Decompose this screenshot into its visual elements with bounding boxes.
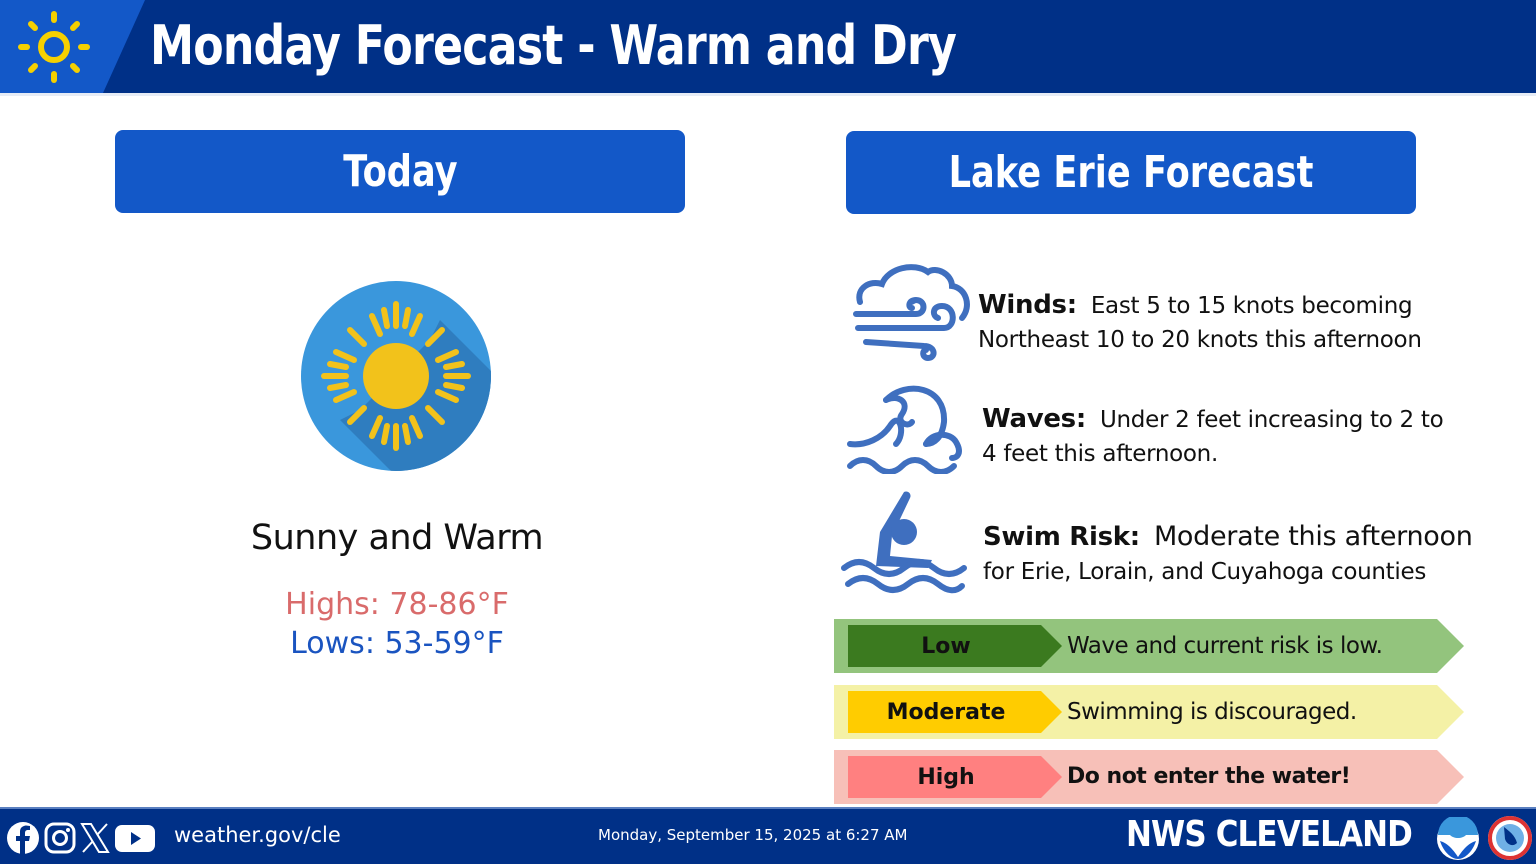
footer-bar: weather.gov/cle Monday, September 15, 20… [0,807,1536,864]
waves-text: Waves: Under 2 feet increasing to 2 to 4… [982,402,1444,471]
risk-tag-low: Low [848,625,1062,667]
swim-risk-line1: Moderate this afternoon [1153,521,1473,552]
header-bar: Monday Forecast - Warm and Dry [0,0,1536,93]
swim-risk-label: Swim Risk: [983,522,1140,552]
risk-tag-moderate: Moderate [848,691,1062,733]
risk-desc-low: Wave and current risk is low. [1067,633,1383,659]
risk-row-moderate: Moderate Swimming is discouraged. [834,685,1464,739]
swim-risk-text: Swim Risk: Moderate this afternoon for E… [983,520,1473,589]
winds-item: Winds: East 5 to 15 knots becoming North… [840,262,1520,362]
waves-item: Waves: Under 2 feet increasing to 2 to 4… [840,382,1520,474]
risk-row-low: Low Wave and current risk is low. [834,619,1464,673]
risk-desc-moderate: Swimming is discouraged. [1067,699,1357,725]
wave-icon [847,385,962,474]
sun-icon [18,11,90,83]
nws-logo-icon [1488,816,1532,860]
nws-cleveland-brand: NWS CLEVELAND [1126,814,1413,855]
swim-risk-item: Swim Risk: Moderate this afternoon for E… [840,488,1520,596]
waves-label: Waves: [982,404,1086,434]
today-banner: Today [115,130,685,213]
website-link[interactable]: weather.gov/cle [174,823,341,847]
winds-label: Winds: [978,290,1077,320]
today-banner-label: Today [342,146,458,197]
instagram-icon[interactable] [44,821,76,855]
highs-text: Highs: 78-86°F [285,587,509,622]
lake-erie-banner: Lake Erie Forecast [846,131,1416,214]
lows-text: Lows: 53-59°F [290,626,504,661]
lake-erie-banner-label: Lake Erie Forecast [948,147,1314,198]
condition-text: Sunny and Warm [250,518,544,558]
x-icon[interactable] [80,821,110,855]
risk-tag-high: High [848,756,1062,798]
winds-line2: Northeast 10 to 20 knots this afternoon [978,327,1422,353]
wind-cloud-icon [853,264,970,362]
winds-line1: East 5 to 15 knots becoming [1090,293,1413,319]
youtube-icon[interactable] [114,821,156,855]
header-divider [0,93,1536,96]
swimmer-icon [841,491,967,594]
risk-desc-high: Do not enter the water! [1067,764,1351,789]
risk-row-high: High Do not enter the water! [834,750,1464,804]
waves-line2: 4 feet this afternoon. [982,441,1218,467]
swim-risk-line2: for Erie, Lorain, and Cuyahoga counties [983,559,1426,585]
waves-line1: Under 2 feet increasing to 2 to [1099,407,1444,433]
facebook-icon[interactable] [6,821,40,855]
noaa-logo-icon [1437,817,1479,860]
sunny-icon [301,281,491,471]
page-title: Monday Forecast - Warm and Dry [150,14,957,77]
timestamp: Monday, September 15, 2025 at 6:27 AM [598,826,908,844]
winds-text: Winds: East 5 to 15 knots becoming North… [978,288,1422,357]
